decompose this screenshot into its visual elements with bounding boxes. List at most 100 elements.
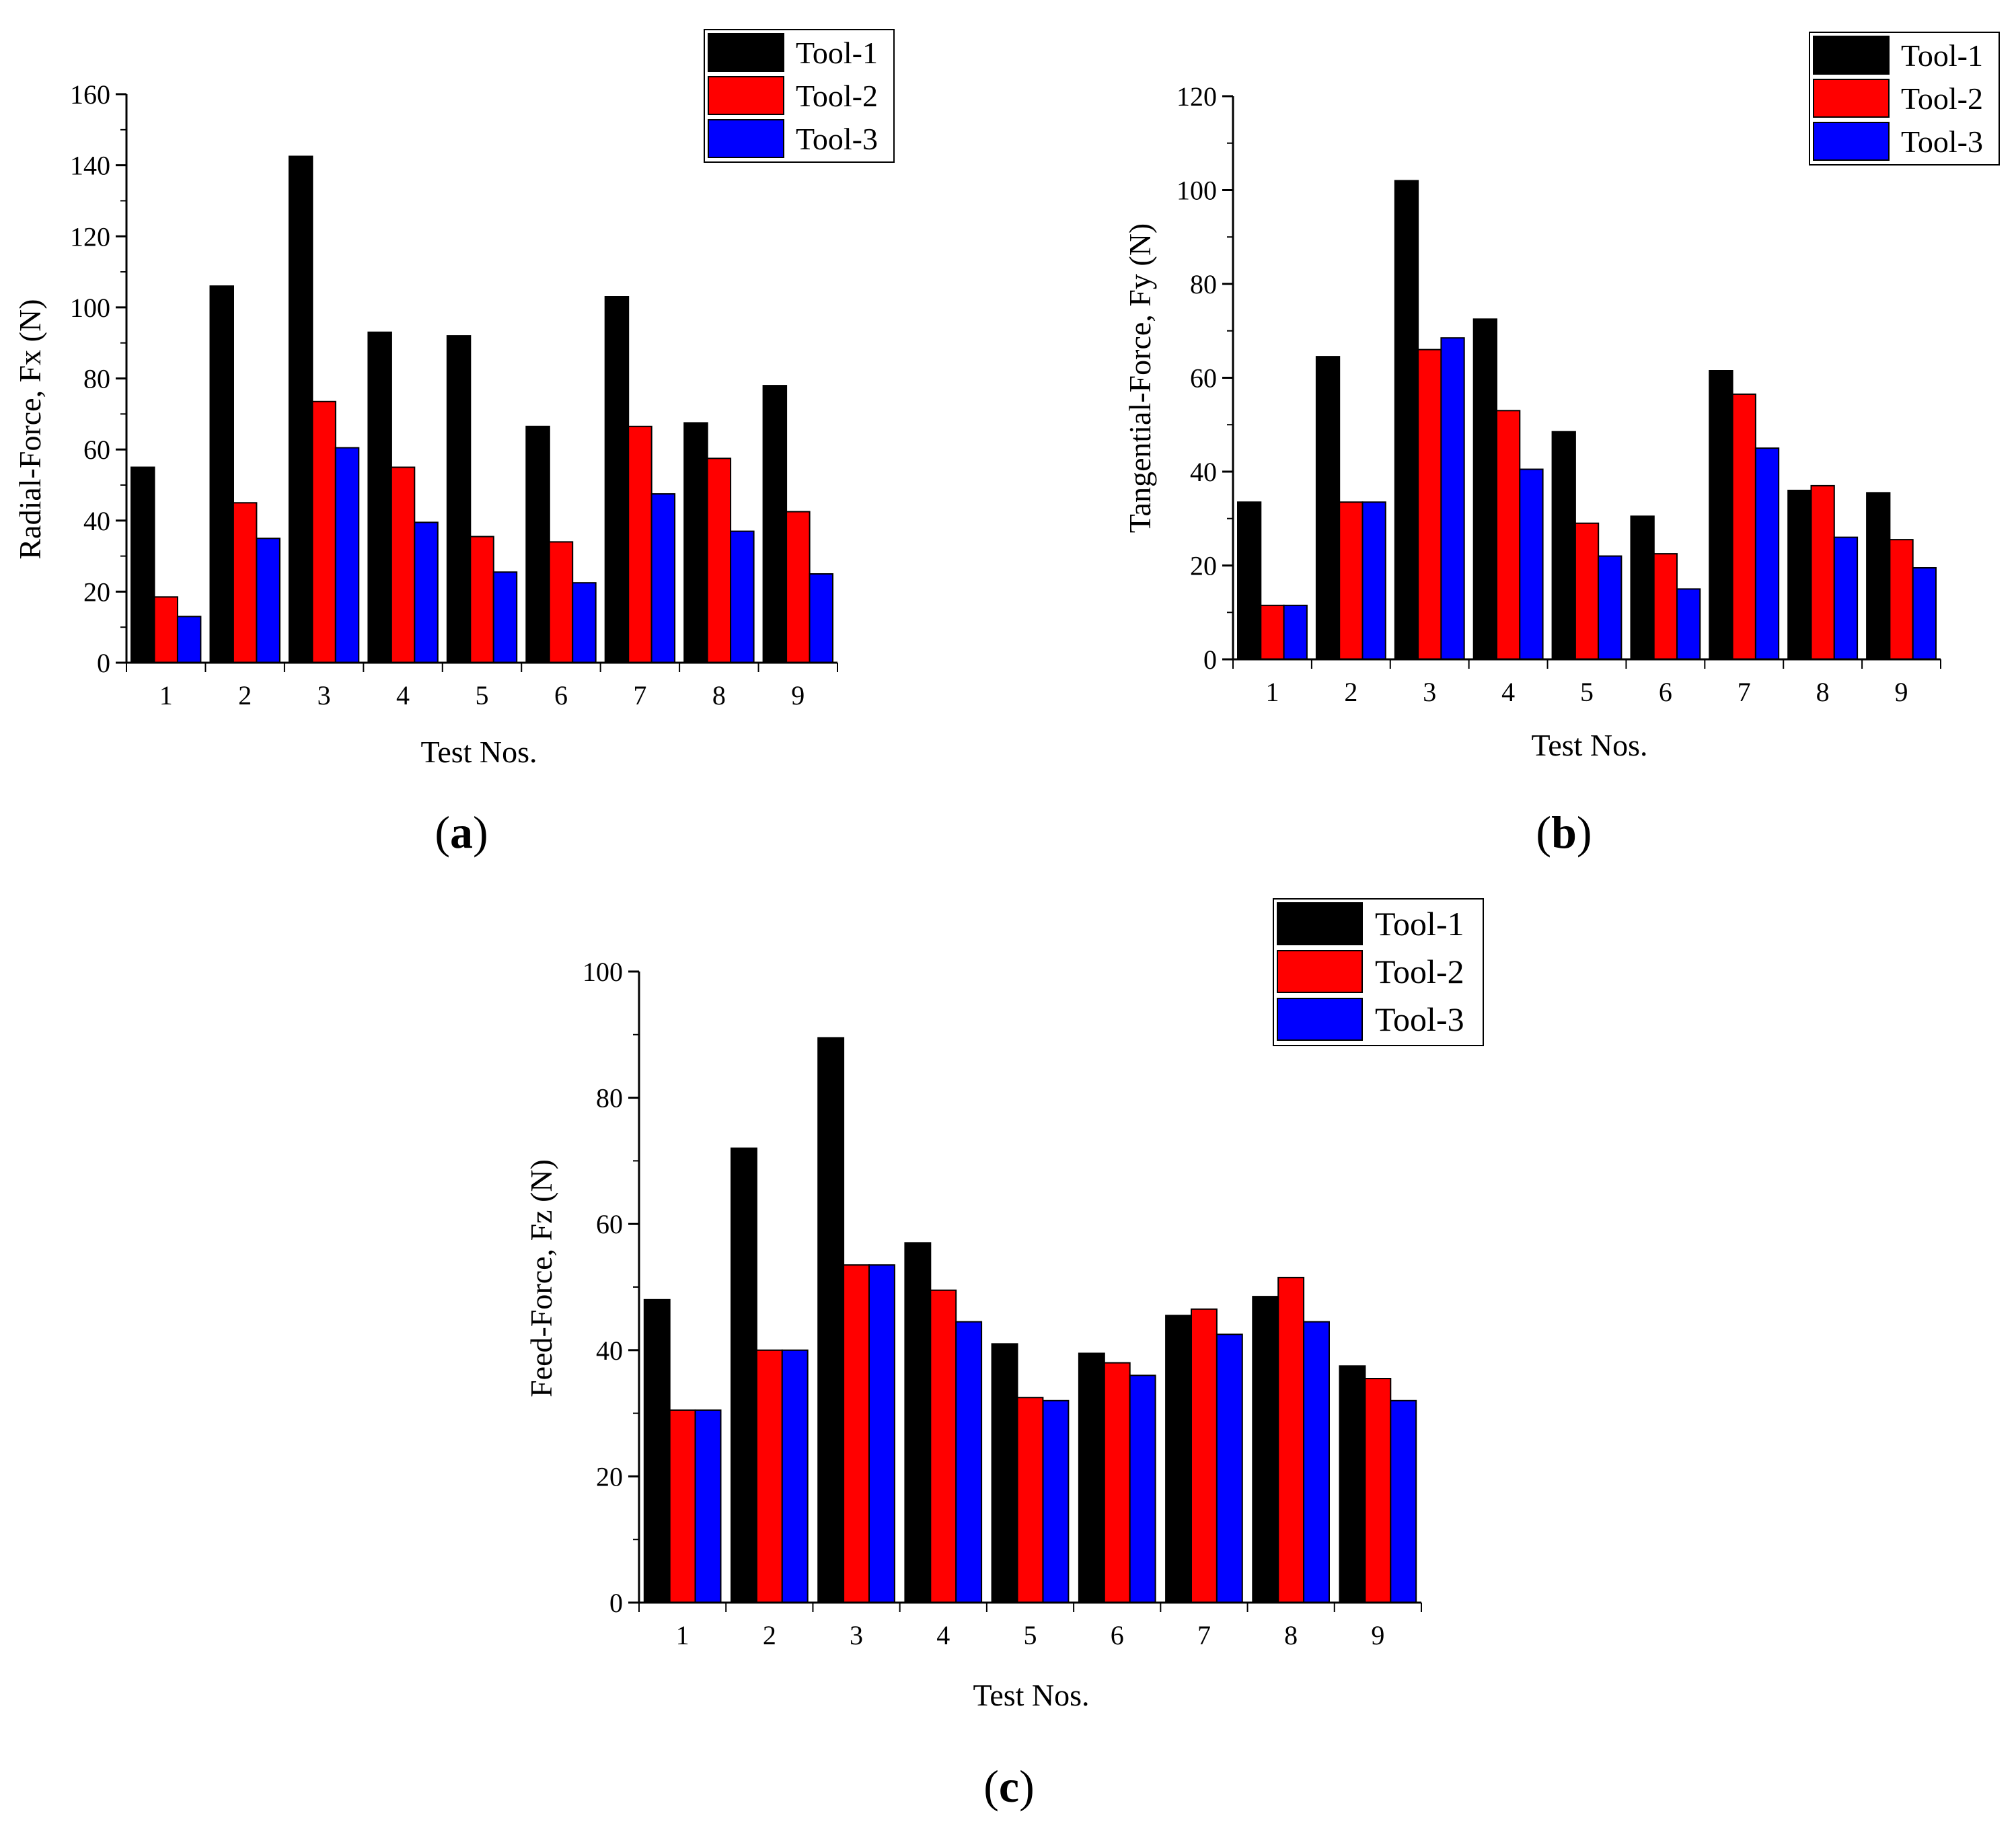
y-axis-label: Tangential-Force, Fy (N) [1123,223,1157,533]
legend: Tool-1 Tool-2 Tool-3 [1809,32,2000,166]
bar-tool-2-test-9 [1889,539,1914,660]
x-axis-label: Test Nos. [420,735,537,769]
bar-tool-3-test-2 [781,1349,809,1604]
legend-label-tool-1: Tool-1 [1901,38,1983,73]
y-tick-label: 160 [70,79,110,110]
x-tick-label: 7 [1738,677,1751,707]
y-tick-label: 0 [1203,645,1217,675]
y-tick-label: 120 [1177,81,1217,112]
y-tick-label: 100 [583,957,623,987]
legend-swatch-tool-2 [1277,950,1363,993]
x-tick-label: 4 [936,1620,950,1650]
bar-tool-3-test-7 [1216,1333,1243,1604]
legend-label-tool-3: Tool-3 [796,122,878,156]
y-tick-label: 80 [596,1083,623,1113]
x-tick-label: 8 [712,680,726,710]
bar-tool-3-test-6 [1129,1375,1156,1604]
bar-tool-2-test-7 [628,425,652,663]
y-axis-label: Feed-Force, Fz (N) [524,1159,558,1397]
bar-tool-3-test-7 [650,493,676,663]
legend: Tool-1 Tool-2 Tool-3 [704,29,895,163]
y-axis-label: Radial-Force, Fx (N) [13,299,47,559]
bar-tool-2-test-9 [786,511,811,663]
bar-tool-1-test-5 [991,1343,1018,1604]
bar-tool-3-test-1 [176,616,202,663]
bar-tool-1-test-1 [643,1298,671,1604]
x-tick-label: 3 [1423,677,1436,707]
bar-tool-2-test-5 [470,536,494,663]
bar-tool-2-test-2 [1339,501,1364,660]
y-tick-label: 0 [609,1588,623,1618]
bar-tool-1-test-7 [604,296,630,663]
bar-tool-1-test-9 [1339,1365,1366,1604]
y-tick-label: 100 [70,293,110,323]
bar-tool-3-test-4 [1519,468,1544,660]
x-tick-label: 9 [791,680,805,710]
bar-tool-3-test-6 [572,582,597,664]
bar-tool-1-test-6 [1078,1352,1105,1603]
bar-tool-1-test-6 [525,425,550,663]
bar-tool-1-test-1 [130,466,155,663]
x-tick-label: 6 [1111,1620,1124,1650]
x-tick-label: 4 [1501,677,1515,707]
legend: Tool-1 Tool-2 Tool-3 [1273,898,1484,1046]
legend-label-tool-2: Tool-2 [1375,953,1464,990]
legend-label-tool-3: Tool-3 [1375,1000,1464,1038]
bar-tool-1-test-2 [209,285,234,663]
y-tick-label: 80 [1190,269,1217,299]
legend-swatch-tool-2 [1813,79,1890,118]
panel-label-letter: b [1551,807,1577,858]
x-tick-label: 2 [1344,677,1357,707]
bar-tool-3-test-6 [1676,588,1701,661]
bar-tool-2-test-4 [930,1289,957,1603]
bars-group [1237,180,1937,661]
legend-swatch-tool-1 [1813,36,1890,75]
bar-tool-2-test-8 [706,458,732,663]
y-tick-label: 20 [596,1461,623,1492]
ticks-group: 0 20 40 60 80 100 1 2 3 4 5 6 7 8 9 [583,957,1422,1650]
bar-tool-3-test-5 [1042,1399,1070,1604]
bar-tool-2-test-8 [1810,484,1835,661]
x-axis-label: Test Nos. [973,1678,1089,1712]
x-tick-label: 7 [633,680,646,710]
legend-swatch-tool-1 [1277,902,1363,945]
bar-tool-1-test-3 [288,155,313,663]
bar-tool-3-test-9 [809,573,833,663]
bar-tool-3-test-9 [1390,1399,1417,1604]
bar-tool-2-test-3 [843,1264,870,1603]
y-tick-label: 60 [596,1209,623,1239]
y-tick-label: 60 [83,435,110,465]
bar-tool-3-test-2 [1361,501,1386,660]
legend-swatch-tool-3 [1277,998,1363,1041]
chart-panel-c: 0 20 40 60 80 100 1 2 3 4 5 6 7 8 9 Test Nos. Feed-For… [524,898,1484,1812]
bar-tool-1-test-7 [1709,370,1733,660]
bar-tool-3-test-3 [1440,337,1465,660]
bar-tool-3-test-9 [1912,567,1937,660]
y-tick-label: 60 [1190,363,1217,394]
x-tick-label: 1 [159,680,173,710]
bar-tool-1-test-9 [1866,492,1891,661]
bar-tool-2-test-5 [1574,522,1600,661]
x-tick-label: 2 [238,680,252,710]
bar-tool-3-test-3 [334,447,360,663]
bar-tool-3-test-2 [256,538,281,664]
x-tick-label: 8 [1284,1620,1298,1650]
x-tick-label: 9 [1895,677,1908,707]
panel-label: (c) [983,1761,1035,1812]
bars-group [130,155,833,664]
chart-panel-a: 0 20 40 60 80 100 120 140 160 1 2 3 4 5 6 7 8 9 Test Nos.… [13,29,895,858]
y-tick-label: 100 [1177,176,1217,206]
panel-label-letter: a [450,807,473,858]
panel-label: (b) [1536,807,1592,858]
bar-tool-1-test-4 [367,331,392,663]
bar-tool-2-test-7 [1191,1308,1218,1604]
ticks-group: 0 20 40 60 80 100 120 140 160 1 2 3 4 5 6 7 8 9 [70,79,838,710]
bar-tool-1-test-8 [1787,489,1812,661]
bar-tool-3-test-8 [730,530,755,663]
y-tick-label: 40 [1190,457,1217,487]
bar-tool-3-test-1 [1283,604,1308,660]
bar-tool-2-test-1 [153,596,178,663]
x-tick-label: 6 [554,680,568,710]
bar-tool-2-test-4 [390,466,416,663]
bar-tool-2-test-4 [1496,410,1521,660]
